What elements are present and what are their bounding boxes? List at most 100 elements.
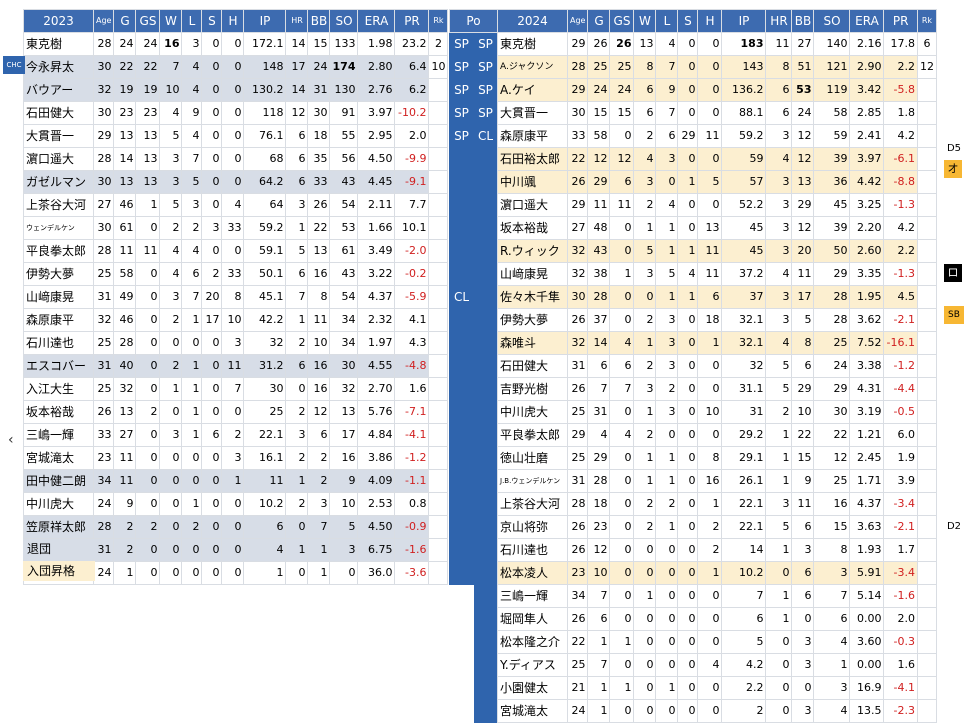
cell-h: 3	[221, 446, 245, 470]
cell-ip: 14	[721, 538, 767, 562]
cell-hr: 14	[285, 32, 309, 56]
cell-bb: 6	[791, 584, 815, 608]
cell-h: 0	[221, 147, 245, 171]
cell-so: 53	[329, 216, 359, 240]
position-row	[449, 239, 498, 263]
cell-so: 34	[329, 331, 359, 355]
cell-so: 54	[329, 285, 359, 309]
cell-s: 0	[677, 147, 699, 171]
cell-l: 7	[655, 101, 679, 125]
cell-g: 43	[587, 239, 611, 263]
cell-pr: 2.2	[883, 239, 918, 263]
cell-gs: 11	[609, 193, 635, 217]
position-2024	[473, 400, 498, 424]
cell-gs: 0	[609, 124, 635, 148]
cell-pr: -4.1	[394, 423, 430, 447]
cell-hr: 12	[285, 101, 309, 125]
table-row-2024: Y.ディアス 25 7 0 0 0 0 4 4.2 0 3 1 0.00 1.6	[497, 653, 937, 677]
cell-pr: 3.9	[883, 469, 918, 493]
cell-pr: 1.6	[394, 377, 430, 401]
cell-w: 4	[159, 239, 183, 263]
cell-g: 28	[587, 285, 611, 309]
position-2023	[449, 676, 474, 700]
cell-ip: 172.1	[243, 32, 287, 56]
cell-bb: 13	[307, 239, 331, 263]
table-row-2024: 森唯斗 32 14 4 1 3 0 1 32.1 4 8 25 7.52 -16.1	[497, 331, 937, 355]
cell-pr: 2.2	[883, 55, 918, 79]
cell-s: 0	[677, 377, 699, 401]
position-row	[449, 400, 498, 424]
position-2023	[449, 515, 474, 539]
position-row: CL	[449, 285, 498, 309]
chevron-left-icon[interactable]: ‹	[8, 432, 14, 448]
cell-era: 1.95	[849, 285, 885, 309]
table-row-2024: A.ジャクソン 28 25 25 8 7 0 0 143 8 51 121 2.90 2.2 12	[497, 55, 937, 79]
cell-gs: 0	[135, 538, 161, 562]
cell-bb: 12	[791, 216, 815, 240]
cell-l: 2	[655, 492, 679, 516]
cell-rk	[428, 101, 449, 125]
cell-gs: 1	[609, 630, 635, 654]
cell-w: 0	[633, 285, 657, 309]
cell-rk	[916, 469, 937, 493]
cell-h: 0	[697, 78, 723, 102]
cell-age: 25	[92, 377, 115, 401]
cell-l: 1	[181, 492, 203, 516]
table-row-2024: 東克樹 29 26 26 13 4 0 0 183 11 27 140 2.16 17.8 6	[497, 32, 937, 56]
gs-header: GS	[609, 9, 635, 33]
position-2023	[449, 193, 474, 217]
cell-so: 25	[813, 331, 851, 355]
cell-name: エスコバー	[23, 354, 94, 378]
cell-ip: 42.2	[243, 308, 287, 332]
cell-ip: 26.1	[721, 469, 767, 493]
cell-era: 4.09	[357, 469, 396, 493]
cell-hr: 1	[285, 469, 309, 493]
age-header: Age	[92, 9, 115, 33]
cell-g: 31	[587, 400, 611, 424]
cell-so: 3	[813, 561, 851, 585]
cell-rk	[428, 285, 449, 309]
cell-ip: 52.2	[721, 193, 767, 217]
cell-rk	[428, 561, 449, 585]
cell-ip: 22.1	[721, 492, 767, 516]
cell-era: 3.63	[849, 515, 885, 539]
cell-gs: 0	[609, 607, 635, 631]
cell-bb: 10	[307, 331, 331, 355]
cell-bb: 9	[791, 469, 815, 493]
position-row: SP CL	[449, 124, 498, 148]
cell-rk	[916, 400, 937, 424]
cell-h: 0	[221, 170, 245, 194]
table-row-2024: 上茶谷大河 28 18 0 2 2 0 1 22.1 3 11 16 4.37 -3.4	[497, 492, 937, 516]
cell-l: 1	[181, 354, 203, 378]
cell-hr: 5	[765, 354, 793, 378]
cell-name: 入江大生	[23, 377, 94, 401]
team-tag-ro: ロ	[944, 264, 962, 282]
cell-era: 5.14	[849, 584, 885, 608]
position-2024	[473, 354, 498, 378]
cell-s: 1	[677, 239, 699, 263]
cell-h: 0	[697, 607, 723, 631]
cell-h: 0	[697, 147, 723, 171]
cell-g: 7	[587, 584, 611, 608]
cell-l: 5	[181, 170, 203, 194]
cell-age: 34	[566, 584, 589, 608]
cell-pr: -2.0	[394, 239, 430, 263]
cell-rk	[916, 262, 937, 286]
cell-ip: 68	[243, 147, 287, 171]
cell-w: 3	[633, 262, 657, 286]
stats-table-2024: 2024 Age G GS W L S H IP HR BB SO ERA PR…	[497, 9, 937, 723]
cell-age: 28	[566, 55, 589, 79]
position-row	[449, 308, 498, 332]
cell-so: 28	[813, 308, 851, 332]
cell-pr: -4.8	[394, 354, 430, 378]
cell-w: 2	[159, 308, 183, 332]
cell-l: 3	[655, 354, 679, 378]
cell-rk	[916, 584, 937, 608]
cell-hr: 5	[765, 377, 793, 401]
cell-w: 2	[633, 354, 657, 378]
cell-l: 5	[655, 262, 679, 286]
cell-era: 2.53	[357, 492, 396, 516]
table-row-2023: ウェンデルケン 30 61 0 2 2 3 33 59.2 1 22 53 1.66 10.1	[23, 216, 449, 240]
cell-bb: 30	[307, 101, 331, 125]
cell-h: 0	[697, 354, 723, 378]
